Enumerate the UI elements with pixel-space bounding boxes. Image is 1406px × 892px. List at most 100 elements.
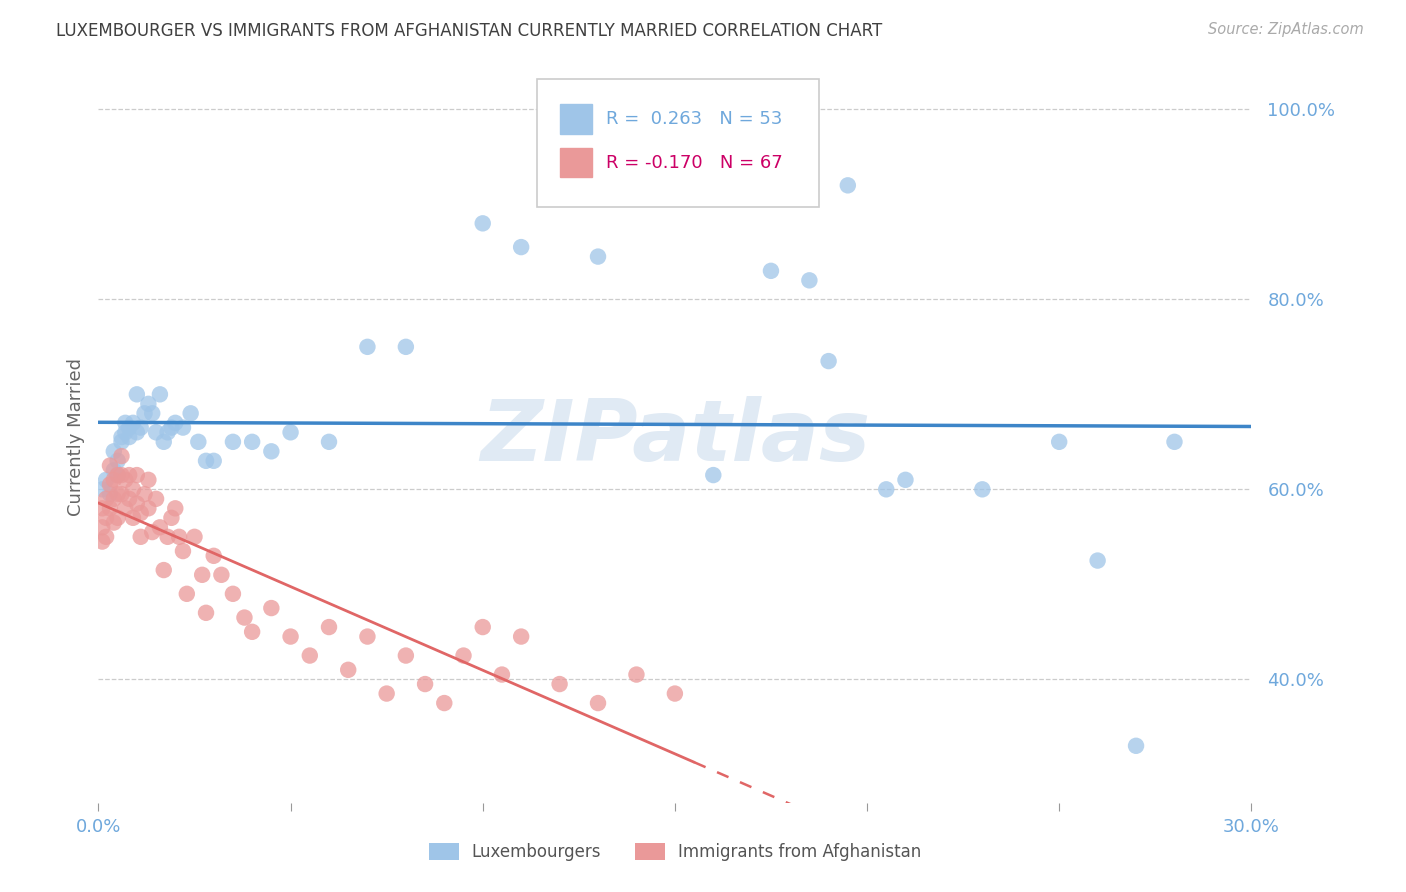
Point — [318, 620, 340, 634]
Point — [160, 511, 183, 525]
Point — [260, 444, 283, 458]
Point — [138, 397, 160, 411]
Point — [894, 473, 917, 487]
Point — [664, 687, 686, 701]
Point — [280, 630, 302, 644]
Point — [114, 416, 136, 430]
Point — [222, 434, 245, 449]
Point — [138, 473, 160, 487]
Point — [110, 449, 132, 463]
Point — [195, 454, 218, 468]
Point — [395, 340, 418, 354]
Point — [141, 406, 163, 420]
Point — [1163, 434, 1185, 449]
Point — [191, 567, 214, 582]
Point — [356, 340, 378, 354]
Point — [1047, 434, 1070, 449]
Point — [817, 354, 839, 368]
Point — [118, 420, 141, 434]
Point — [1125, 739, 1147, 753]
Point — [138, 501, 160, 516]
Point — [152, 563, 174, 577]
Point — [356, 630, 378, 644]
Point — [94, 530, 117, 544]
Point — [107, 468, 129, 483]
Point — [165, 501, 187, 516]
Point — [91, 520, 114, 534]
Point — [94, 473, 117, 487]
Point — [875, 483, 897, 497]
Point — [145, 425, 167, 440]
Point — [118, 430, 141, 444]
Point — [395, 648, 418, 663]
Point — [471, 620, 494, 634]
Point — [98, 501, 121, 516]
Point — [149, 520, 172, 534]
Point — [114, 425, 136, 440]
Text: LUXEMBOURGER VS IMMIGRANTS FROM AFGHANISTAN CURRENTLY MARRIED CORRELATION CHART: LUXEMBOURGER VS IMMIGRANTS FROM AFGHANIS… — [56, 22, 883, 40]
Point — [103, 463, 125, 477]
Point — [110, 434, 132, 449]
Point — [233, 610, 256, 624]
Point — [626, 667, 648, 681]
Point — [91, 483, 114, 497]
Point — [134, 406, 156, 420]
Point — [114, 473, 136, 487]
Point — [586, 250, 609, 264]
Point — [118, 468, 141, 483]
Point — [298, 648, 321, 663]
Point — [165, 416, 187, 430]
Point — [202, 454, 225, 468]
Point — [91, 534, 114, 549]
Point — [160, 420, 183, 434]
Point — [149, 387, 172, 401]
Point — [110, 468, 132, 483]
Point — [209, 567, 232, 582]
Point — [118, 491, 141, 506]
Point — [114, 501, 136, 516]
Point — [510, 630, 533, 644]
Point — [433, 696, 456, 710]
Point — [837, 178, 859, 193]
Point — [122, 483, 145, 497]
Point — [176, 587, 198, 601]
Point — [491, 667, 513, 681]
Point — [972, 483, 994, 497]
Point — [318, 434, 340, 449]
Point — [759, 264, 782, 278]
Point — [413, 677, 436, 691]
Point — [1087, 553, 1109, 567]
Point — [183, 530, 205, 544]
Point — [548, 677, 571, 691]
Point — [510, 240, 533, 254]
Point — [129, 420, 152, 434]
Text: R =  0.263   N = 53: R = 0.263 N = 53 — [606, 110, 782, 128]
Point — [167, 530, 190, 544]
Point — [103, 473, 125, 487]
Point — [125, 387, 148, 401]
Point — [94, 491, 117, 506]
Point — [145, 491, 167, 506]
Point — [187, 434, 209, 449]
Legend: Luxembourgers, Immigrants from Afghanistan: Luxembourgers, Immigrants from Afghanist… — [422, 836, 928, 868]
Point — [799, 273, 821, 287]
Point — [260, 601, 283, 615]
Text: ZIPatlas: ZIPatlas — [479, 395, 870, 479]
Point — [103, 444, 125, 458]
Text: Source: ZipAtlas.com: Source: ZipAtlas.com — [1208, 22, 1364, 37]
Point — [152, 434, 174, 449]
Point — [156, 425, 179, 440]
Point — [107, 511, 129, 525]
Point — [107, 468, 129, 483]
Point — [91, 501, 114, 516]
Point — [122, 416, 145, 430]
Point — [453, 648, 475, 663]
Point — [141, 524, 163, 539]
Point — [375, 687, 398, 701]
Point — [180, 406, 202, 420]
Point — [122, 511, 145, 525]
Point — [172, 544, 194, 558]
Point — [103, 491, 125, 506]
Point — [94, 511, 117, 525]
Point — [107, 487, 129, 501]
